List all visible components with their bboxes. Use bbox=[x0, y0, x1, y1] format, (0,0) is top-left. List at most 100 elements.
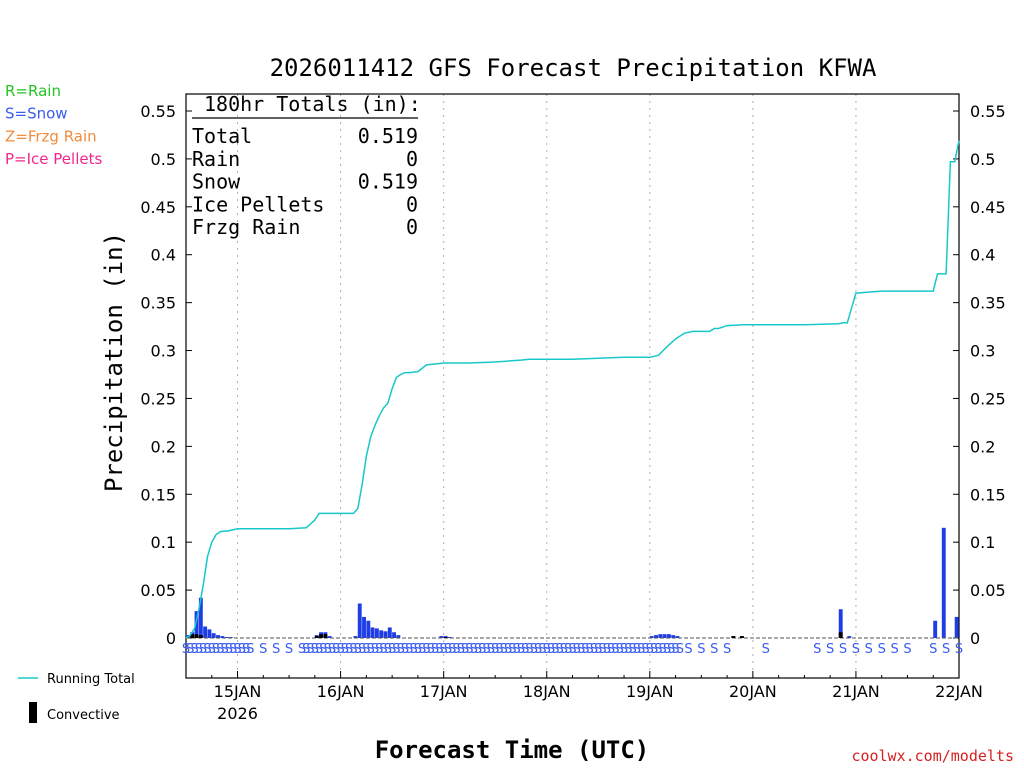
snow-marker: S bbox=[324, 642, 332, 657]
watermark: coolwx.com/modelts bbox=[851, 747, 1014, 765]
snow-marker: S bbox=[525, 642, 533, 657]
snow-marker: S bbox=[452, 642, 460, 657]
precip-bar bbox=[224, 637, 229, 638]
snow-marker: S bbox=[628, 642, 636, 657]
precip-bar bbox=[220, 636, 225, 638]
snow-marker: S bbox=[878, 642, 886, 657]
snow-marker: S bbox=[491, 642, 499, 657]
y-axis-label: Precipitation (in) bbox=[100, 232, 128, 492]
snow-marker: S bbox=[431, 642, 439, 657]
snow-marker: S bbox=[298, 642, 306, 657]
snow-marker: S bbox=[478, 642, 486, 657]
precip-bar bbox=[207, 629, 212, 638]
y-tick-label-left: 0.05 bbox=[140, 581, 176, 600]
ptype-legend-item: S=Snow bbox=[5, 105, 68, 123]
precip-bar bbox=[654, 635, 658, 638]
totals-row-value: 0 bbox=[406, 147, 418, 171]
snow-marker: S bbox=[461, 642, 469, 657]
snow-marker: S bbox=[418, 642, 426, 657]
snow-marker: S bbox=[534, 642, 542, 657]
snow-marker: S bbox=[581, 642, 589, 657]
y-axis-right: 0 0.05 0.1 0.15 0.2 0.25 0.3 0.35 0.4 0.45 0.5 0.55 bbox=[953, 102, 1006, 648]
snow-marker: S bbox=[208, 642, 216, 657]
totals-row-label: Ice Pellets bbox=[192, 192, 324, 216]
totals-row-value: 0 bbox=[406, 192, 418, 216]
snow-marker: S bbox=[538, 642, 546, 657]
totals-row-label: Frzg Rain bbox=[192, 215, 300, 239]
convective-bar bbox=[314, 636, 319, 638]
y-tick-label-right: 0.05 bbox=[970, 581, 1006, 600]
snow-marker: S bbox=[560, 642, 568, 657]
y-tick-label-left: 0.4 bbox=[151, 246, 176, 265]
precip-bar bbox=[666, 634, 671, 638]
snow-marker: S bbox=[500, 642, 508, 657]
x-axis-label: Forecast Time (UTC) bbox=[375, 736, 650, 764]
snow-marker: S bbox=[710, 642, 718, 657]
snow-marker: S bbox=[586, 642, 594, 657]
y-tick-label-left: 0 bbox=[166, 629, 176, 648]
snow-marker: S bbox=[573, 642, 581, 657]
snow-marker: S bbox=[311, 642, 319, 657]
convective-bar bbox=[731, 636, 736, 638]
snow-marker: S bbox=[890, 642, 898, 657]
snow-marker: S bbox=[371, 642, 379, 657]
y-tick-label-left: 0.1 bbox=[151, 533, 176, 552]
snow-marker: S bbox=[551, 642, 559, 657]
snow-marker: S bbox=[955, 642, 963, 657]
precip-bar bbox=[357, 603, 362, 638]
snow-marker: S bbox=[826, 642, 834, 657]
snow-marker: S bbox=[435, 642, 443, 657]
precip-bar bbox=[362, 616, 366, 638]
precip-bar bbox=[392, 632, 397, 638]
snow-marker: S bbox=[212, 642, 220, 657]
precip-bar bbox=[370, 627, 375, 638]
snow-marker: S bbox=[530, 642, 538, 657]
convective-legend-swatch bbox=[29, 702, 37, 723]
snow-marker: S bbox=[508, 642, 516, 657]
snow-marker: S bbox=[504, 642, 512, 657]
snow-marker: S bbox=[598, 642, 606, 657]
snow-marker: S bbox=[839, 642, 847, 657]
snow-marker: S bbox=[555, 642, 563, 657]
totals-heading: 180hr Totals (in): bbox=[204, 92, 421, 116]
snow-marker: S bbox=[671, 642, 679, 657]
x-tick-label: 18JAN bbox=[523, 682, 571, 701]
ptype-legend: R=Rain S=Snow Z=Frzg Rain P=Ice Pellets bbox=[5, 82, 102, 168]
snow-marker: S bbox=[684, 642, 692, 657]
y-tick-label-left: 0.5 bbox=[151, 150, 176, 169]
snow-marker: S bbox=[517, 642, 525, 657]
snow-marker: S bbox=[594, 642, 602, 657]
precip-bar bbox=[211, 633, 216, 638]
convective-bar bbox=[443, 637, 448, 638]
snow-marker: S bbox=[203, 642, 211, 657]
totals-row-label: Total bbox=[192, 124, 252, 148]
snow-marker: S bbox=[762, 642, 770, 657]
snow-marker: S bbox=[543, 642, 551, 657]
snow-marker: S bbox=[401, 642, 409, 657]
y-tick-label-left: 0.55 bbox=[140, 102, 176, 121]
precip-bar bbox=[353, 636, 358, 638]
ptype-legend-item: Z=Frzg Rain bbox=[5, 127, 97, 145]
snow-marker: S bbox=[903, 642, 911, 657]
precip-bar bbox=[396, 635, 401, 638]
snow-marker: S bbox=[568, 642, 576, 657]
precip-bar bbox=[675, 636, 680, 638]
precip-bar bbox=[847, 636, 852, 638]
snow-marker: S bbox=[272, 642, 280, 657]
convective-bars bbox=[190, 632, 843, 638]
snow-marker: S bbox=[302, 642, 310, 657]
y-axis-left: 0 0.05 0.1 0.15 0.2 0.25 0.3 0.35 0.4 0.45 0.5 0.55 bbox=[140, 102, 192, 648]
y-tick-label-right: 0.4 bbox=[970, 246, 995, 265]
snow-marker: S bbox=[470, 642, 478, 657]
ptype-legend-item: P=Ice Pellets bbox=[5, 150, 102, 168]
convective-bar bbox=[838, 632, 843, 638]
snow-marker: S bbox=[564, 642, 572, 657]
snow-marker: S bbox=[495, 642, 503, 657]
snow-marker: S bbox=[440, 642, 448, 657]
snow-marker: S bbox=[319, 642, 327, 657]
convective-bar bbox=[323, 634, 328, 638]
snow-marker: S bbox=[405, 642, 413, 657]
gridlines bbox=[237, 94, 857, 678]
